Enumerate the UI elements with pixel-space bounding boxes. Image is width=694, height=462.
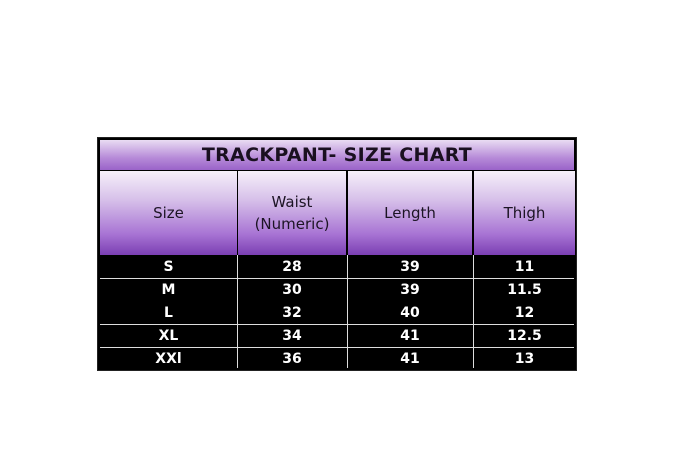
column-header-length: Length [348,171,472,255]
table-cell: L [164,304,173,321]
table-cell: 12.5 [507,327,542,344]
table-cell: 34 [282,327,302,344]
table-cell: 39 [400,281,420,298]
table-cell: 13 [514,350,535,367]
table-cell: 32 [282,304,302,321]
table-cell: 11.5 [507,281,542,298]
table-cell: 40 [400,304,420,321]
column-divider [347,255,348,368]
table-cell: 28 [282,258,302,275]
size-chart-table: TRACKPANT- SIZE CHART Size Waist (Numeric)… [97,137,577,371]
table-cell: 41 [400,350,420,367]
column-header-waist: Waist (Numeric) [238,171,346,255]
table-row: M 30 39 11.5 [98,278,576,301]
table-row: XL 34 41 12.5 [98,324,576,347]
row-divider [100,324,574,325]
table-cell: 30 [282,281,302,298]
column-header-size: Size [100,171,237,255]
table-cell: 12 [514,304,535,321]
column-header-thigh: Thigh [474,171,575,255]
row-divider [100,347,574,348]
table-row: XXl 36 41 13 [98,347,576,370]
table-cell: M [161,281,176,298]
table-cell: 11 [514,258,535,275]
column-divider [473,255,474,368]
table-cell: 41 [400,327,420,344]
table-row: S 28 39 11 [98,255,576,278]
table-cell: XXl [155,350,182,367]
table-cell: 36 [282,350,302,367]
table-cell: S [163,258,174,275]
column-divider [237,255,238,368]
row-divider [100,278,574,279]
chart-title: TRACKPANT- SIZE CHART [100,140,574,170]
table-row: L 32 40 12 [98,301,576,324]
table-cell: XL [158,327,179,344]
table-cell: 39 [400,258,420,275]
